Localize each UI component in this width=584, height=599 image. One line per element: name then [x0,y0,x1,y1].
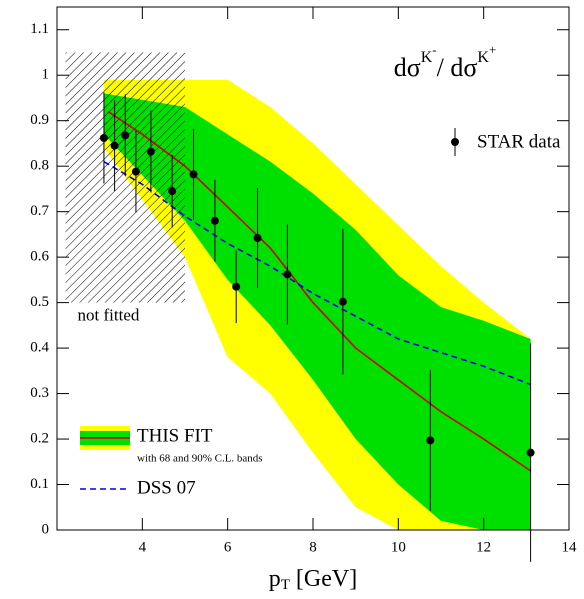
data-point [121,131,130,140]
band-cl68 [103,93,531,531]
data-point [189,170,198,179]
y-tick-label: 0.5 [30,294,49,310]
title-part: + [489,42,496,57]
x-tick-label: 4 [139,539,147,555]
line [107,110,532,472]
title-part: / dσ [437,53,478,82]
y-tick-label: 0.9 [30,112,49,128]
label-part: T [281,577,290,593]
title-part: - [432,42,436,57]
y-tick-label: 1.1 [30,21,49,37]
y-tick-label: 0.1 [30,476,49,492]
x-tick-label: 10 [391,539,406,555]
data-point [131,167,140,176]
legend-label: THIS FIT [137,425,213,446]
data-point [99,133,108,142]
y-tick-label: 0.4 [30,340,49,356]
y-tick-label: 0 [42,521,50,537]
data-point [210,216,219,225]
data-point [338,297,347,306]
legend-label: with 68 and 90% C.L. bands [137,453,263,465]
y-tick-label: 0.3 [30,385,49,401]
y-tick-label: 1 [42,67,50,83]
line [103,160,531,386]
y-tick-label: 0.8 [30,158,49,174]
title-part: dσ [394,53,421,82]
x-axis-label: pT [GeV] [269,566,357,594]
x-tick-label: 8 [309,539,317,555]
legend-label: STAR data [477,131,561,152]
y-tick-label: 0.7 [30,203,49,219]
x-tick-label: 14 [562,539,578,555]
not-fitted-region [65,52,185,303]
title-part: K [477,49,489,66]
data-point [253,234,262,243]
title-part: K [421,49,433,66]
data-point [168,187,177,196]
annotation: not fitted [78,306,140,325]
y-tick-label: 0.2 [30,430,49,446]
data-point [526,448,535,457]
data-point [232,282,241,291]
data-point [146,147,155,156]
chart-title: dσK-/ dσK+ [394,42,497,82]
data-point [426,436,435,445]
legend-label: DSS 07 [137,477,196,498]
x-tick-label: 12 [476,539,491,555]
x-tick-label: 6 [224,539,232,555]
label-part: p [269,566,281,592]
data-point [110,141,119,150]
legend-swatch [451,138,459,146]
y-tick-label: 0.6 [30,249,49,265]
data-point [283,270,292,279]
plot-area [65,52,531,531]
label-part: [GeV] [290,566,357,592]
